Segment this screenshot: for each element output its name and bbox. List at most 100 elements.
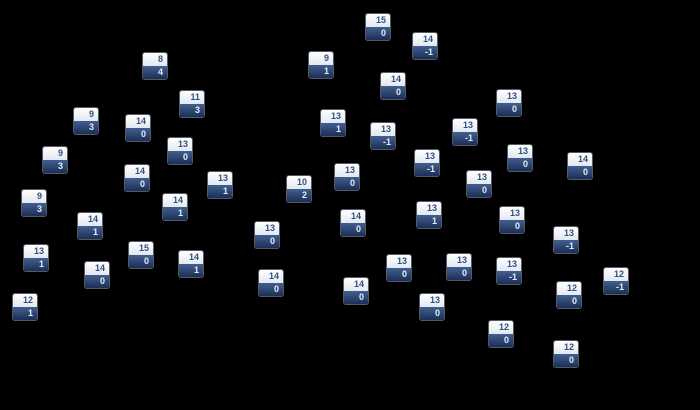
unit-box[interactable]: 14 1 <box>179 251 203 277</box>
unit-delta: 3 <box>22 203 46 216</box>
unit-box[interactable]: 13 0 <box>497 90 521 116</box>
unit-value: 13 <box>500 207 524 220</box>
unit-value: 13 <box>420 294 444 307</box>
unit-value: 13 <box>447 254 471 267</box>
unit-value: 10 <box>287 176 311 189</box>
unit-value: 14 <box>341 210 365 223</box>
unit-box[interactable]: 15 0 <box>366 14 390 40</box>
unit-delta: 2 <box>287 189 311 202</box>
unit-value: 14 <box>163 194 187 207</box>
unit-delta: 0 <box>420 307 444 320</box>
unit-box[interactable]: 12 -1 <box>604 268 628 294</box>
unit-value: 13 <box>24 245 48 258</box>
unit-box[interactable]: 13 1 <box>208 172 232 198</box>
unit-delta: 1 <box>163 207 187 220</box>
unit-box[interactable]: 12 0 <box>489 321 513 347</box>
unit-delta: 0 <box>366 27 390 40</box>
unit-value: 13 <box>208 172 232 185</box>
unit-box[interactable]: 14 0 <box>85 262 109 288</box>
unit-box[interactable]: 14 1 <box>163 194 187 220</box>
unit-value: 14 <box>259 270 283 283</box>
unit-value: 12 <box>489 321 513 334</box>
unit-delta: 0 <box>554 354 578 367</box>
unit-delta: 0 <box>557 295 581 308</box>
unit-box[interactable]: 15 0 <box>129 242 153 268</box>
unit-value: 12 <box>557 282 581 295</box>
unit-value: 14 <box>125 165 149 178</box>
unit-delta: -1 <box>371 136 395 149</box>
unit-delta: -1 <box>453 132 477 145</box>
unit-box[interactable]: 14 0 <box>125 165 149 191</box>
unit-box[interactable]: 14 1 <box>78 213 102 239</box>
unit-delta: 1 <box>321 123 345 136</box>
unit-value: 13 <box>508 145 532 158</box>
unit-box[interactable]: 13 1 <box>321 110 345 136</box>
unit-box[interactable]: 13 0 <box>335 164 359 190</box>
unit-box[interactable]: 13 0 <box>420 294 444 320</box>
unit-delta: 0 <box>129 255 153 268</box>
unit-value: 13 <box>467 171 491 184</box>
unit-value: 11 <box>180 91 204 104</box>
unit-delta: 0 <box>508 158 532 171</box>
unit-delta: 1 <box>208 185 232 198</box>
unit-delta: 0 <box>568 166 592 179</box>
unit-box[interactable]: 13 -1 <box>554 227 578 253</box>
unit-value: 13 <box>554 227 578 240</box>
unit-delta: 0 <box>125 178 149 191</box>
unit-box[interactable]: 14 0 <box>568 153 592 179</box>
unit-delta: 0 <box>341 223 365 236</box>
unit-box[interactable]: 13 0 <box>447 254 471 280</box>
unit-box[interactable]: 13 -1 <box>415 150 439 176</box>
unit-box[interactable]: 13 0 <box>500 207 524 233</box>
unit-box[interactable]: 11 3 <box>180 91 204 117</box>
unit-delta: 0 <box>344 291 368 304</box>
unit-box[interactable]: 13 -1 <box>371 123 395 149</box>
unit-delta: 1 <box>179 264 203 277</box>
unit-delta: 1 <box>309 65 333 78</box>
unit-box[interactable]: 13 -1 <box>453 119 477 145</box>
unit-value: 15 <box>129 242 153 255</box>
unit-box[interactable]: 13 0 <box>508 145 532 171</box>
unit-value: 8 <box>143 53 167 66</box>
unit-value: 14 <box>381 73 405 86</box>
unit-value: 14 <box>344 278 368 291</box>
unit-value: 14 <box>126 115 150 128</box>
unit-box[interactable]: 14 0 <box>126 115 150 141</box>
unit-box[interactable]: 12 0 <box>554 341 578 367</box>
unit-value: 13 <box>497 90 521 103</box>
unit-box[interactable]: 12 1 <box>13 294 37 320</box>
unit-box[interactable]: 10 2 <box>287 176 311 202</box>
unit-value: 14 <box>179 251 203 264</box>
unit-box[interactable]: 13 1 <box>417 202 441 228</box>
unit-value: 13 <box>168 138 192 151</box>
unit-delta: 0 <box>168 151 192 164</box>
unit-box[interactable]: 14 0 <box>381 73 405 99</box>
unit-value: 9 <box>309 52 333 65</box>
unit-value: 9 <box>43 147 67 160</box>
unit-delta: 0 <box>381 86 405 99</box>
unit-value: 13 <box>453 119 477 132</box>
unit-delta: 1 <box>13 307 37 320</box>
unit-box[interactable]: 13 -1 <box>497 258 521 284</box>
unit-box[interactable]: 13 0 <box>387 255 411 281</box>
unit-delta: -1 <box>415 163 439 176</box>
unit-value: 9 <box>74 108 98 121</box>
unit-box[interactable]: 14 -1 <box>413 33 437 59</box>
unit-box[interactable]: 14 0 <box>259 270 283 296</box>
unit-delta: 0 <box>335 177 359 190</box>
unit-value: 14 <box>568 153 592 166</box>
unit-box[interactable]: 14 0 <box>344 278 368 304</box>
unit-box[interactable]: 14 0 <box>341 210 365 236</box>
unit-value: 14 <box>85 262 109 275</box>
unit-value: 15 <box>366 14 390 27</box>
unit-box[interactable]: 13 0 <box>168 138 192 164</box>
unit-box[interactable]: 13 1 <box>24 245 48 271</box>
unit-box[interactable]: 13 0 <box>467 171 491 197</box>
unit-box[interactable]: 12 0 <box>557 282 581 308</box>
unit-box[interactable]: 13 0 <box>255 222 279 248</box>
